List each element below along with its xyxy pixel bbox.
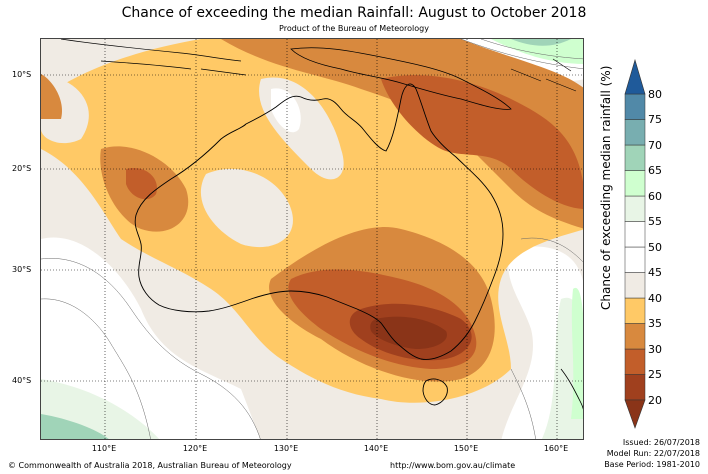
colorbar-band-65-70 [624,144,646,171]
new-guinea-coastline [290,47,512,110]
zone-rust-ne [381,75,583,209]
lon-label-130e: 130°E [273,444,299,453]
colorbar-band-40-45 [624,272,646,299]
lat-label-10s: 10°S [12,70,32,79]
indonesia-coastline [60,39,247,76]
zone-darkest-se-core [370,316,447,349]
model-run-date: Model Run: 22/07/2018 [606,449,700,458]
colorbar-label-50: 50 [648,241,662,254]
colorbar-label-25: 25 [648,368,662,381]
map-subtitle: Product of the Bureau of Meteorology [279,24,429,33]
zone-green-fringe-se [571,287,583,419]
lat-label-40s: 40°S [12,376,32,385]
copyright-text: © Commonwealth of Australia 2018, Austra… [8,461,292,470]
colorbar [624,58,646,429]
bom-url-link[interactable]: http://www.bom.gov.au/climate [390,461,516,470]
colorbar-title: Chance of exceeding median rainfall (%) [599,65,613,310]
colorbar-label-30: 30 [648,343,662,356]
australia-coastline [134,83,504,360]
zone-rust-nw [126,168,157,200]
zone-green-ne [491,39,583,64]
colorbar-band-55-60 [624,195,646,222]
lat-label-20s: 20°S [12,164,32,173]
colorbar-bands [624,93,646,401]
colorbar-band-25-30 [624,348,646,375]
colorbar-label-70: 70 [648,139,662,152]
colorbar-under-arrow [624,399,646,429]
zone-pale-centre [200,168,293,248]
lon-label-110e: 110°E [91,444,117,453]
graticule [41,39,583,439]
tasmania-coastline [422,378,448,406]
colorbar-label-35: 35 [648,317,662,330]
zone-teal-sw [41,414,109,439]
lon-label-120e: 120°E [182,444,208,453]
zone-rust-island [450,122,472,144]
colorbar-label-45: 45 [648,266,662,279]
zone-white-west [41,237,261,439]
rainfall-map [40,38,584,440]
map-title: Chance of exceeding the median Rainfall:… [121,5,587,21]
colorbar-label-60: 60 [648,190,662,203]
colorbar-over-arrow [624,58,646,95]
issued-date: Issued: 26/07/2018 [622,438,700,447]
colorbar-label-75: 75 [648,113,662,126]
colorbar-label-65: 65 [648,164,662,177]
zone-white-north [271,88,301,133]
pacific-islands [510,58,577,92]
colorbar-label-40: 40 [648,292,662,305]
map-canvas [41,39,583,439]
base-period: Base Period: 1981-2010 [604,460,700,469]
colorbar-band-20-25 [624,374,646,401]
colorbar-band-50-55 [624,221,646,248]
lon-label-150e: 150°E [453,444,479,453]
colorbar-band-70-75 [624,119,646,146]
zone-teal-ne [511,39,571,46]
colorbar-band-35-40 [624,297,646,324]
issue-info: Issued: 26/07/2018 Model Run: 22/07/2018… [604,437,700,470]
lon-label-140e: 140°E [363,444,389,453]
colorbar-label-55: 55 [648,215,662,228]
zone-orange-west [41,74,62,119]
lat-label-30s: 30°S [12,265,32,274]
colorbar-label-80: 80 [648,88,662,101]
colorbar-band-60-65 [624,170,646,197]
contour-lines [41,39,583,439]
zone-orange-north [221,39,583,229]
colorbar-band-30-35 [624,323,646,350]
colorbar-band-45-50 [624,246,646,273]
new-zealand-coastline [560,368,583,410]
colorbar-band-75-80 [624,93,646,120]
lon-label-160e: 160°E [543,444,569,453]
colorbar-label-20: 20 [648,394,662,407]
